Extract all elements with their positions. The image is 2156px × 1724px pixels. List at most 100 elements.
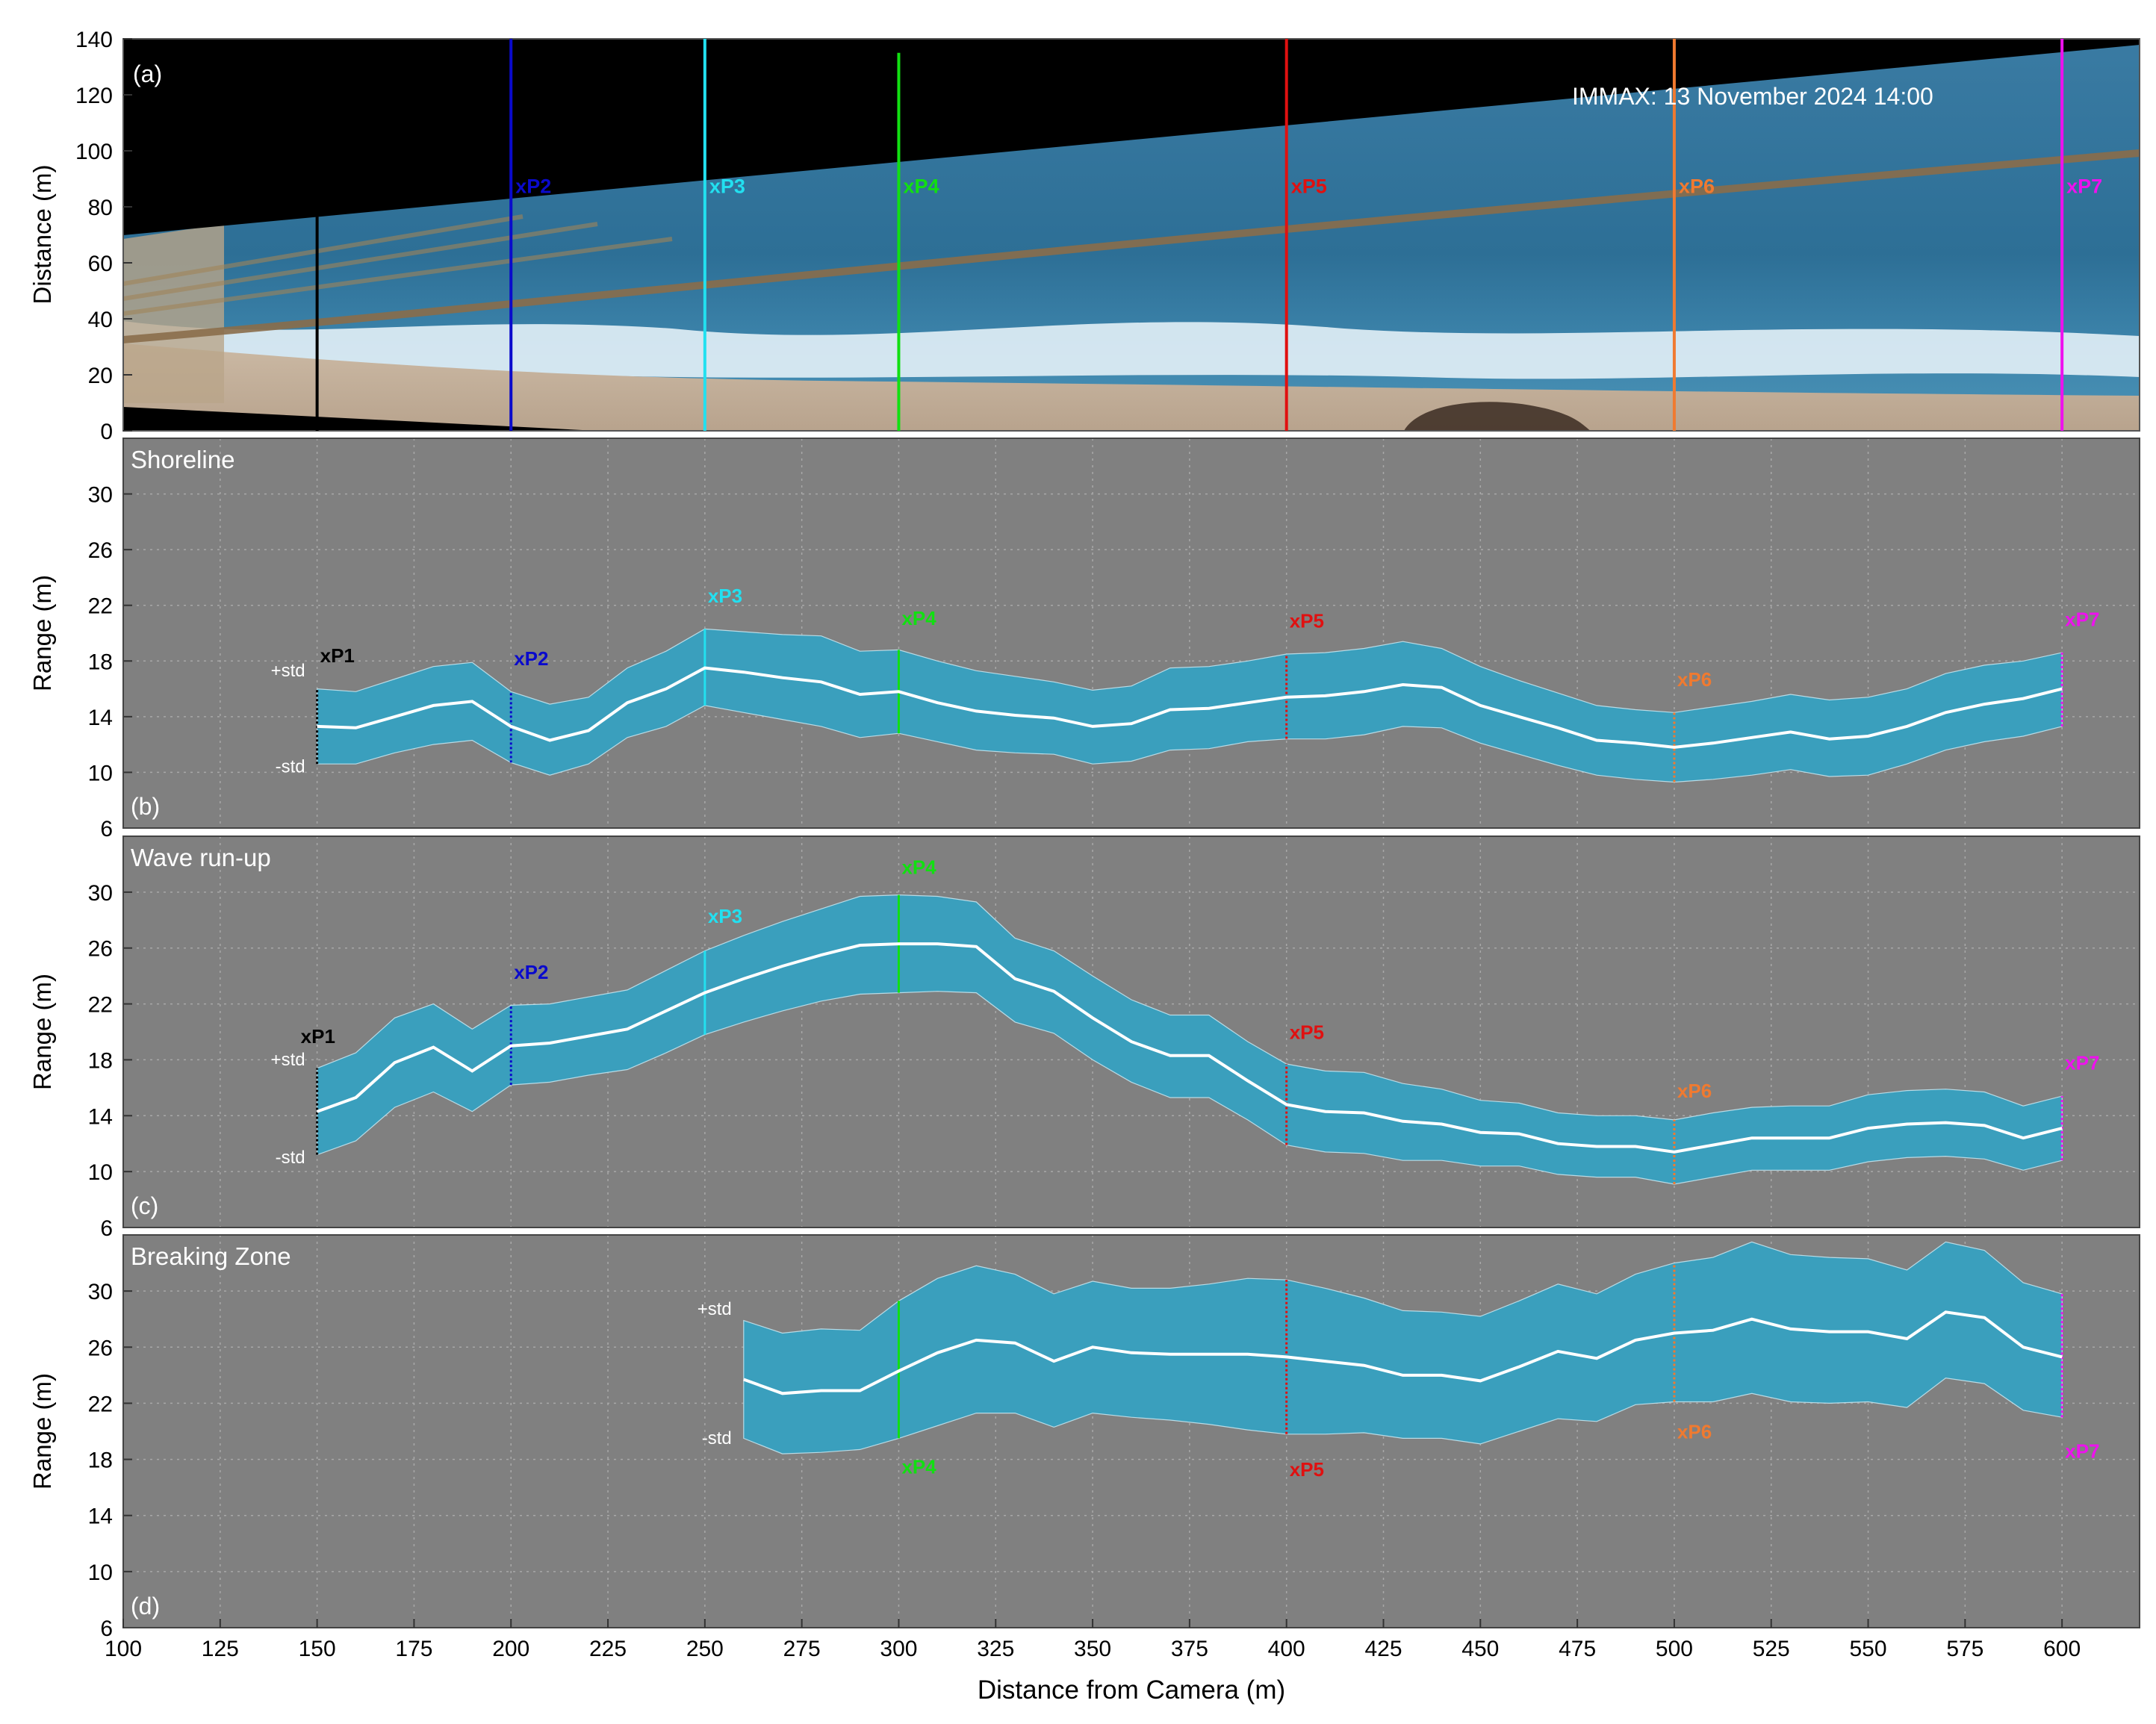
- y-tick-label: 30: [88, 881, 113, 906]
- y-tick-label: 14: [88, 706, 113, 730]
- x-axis-label: Distance from Camera (m): [978, 1675, 1285, 1705]
- panel-d: xP4 xP5 xP6 xP7 +std -std Breaking Zone (d) 6 10 1…: [28, 1234, 2140, 1641]
- profile-label-xp7: xP7: [2065, 1052, 2099, 1074]
- y-tick-label: 10: [88, 1560, 113, 1585]
- y-tick-label: 10: [88, 761, 113, 785]
- profile-label-xp7: xP7: [2065, 609, 2099, 631]
- profile-label-xp6: xP6: [1677, 1420, 1712, 1443]
- std-plus-label: +std: [271, 1050, 305, 1070]
- y-tick-label: 26: [88, 937, 113, 962]
- panel-title: Wave run-up: [131, 844, 271, 871]
- x-tick-label: 575: [1946, 1637, 1983, 1661]
- x-tick-label: 275: [783, 1637, 821, 1661]
- y-tick-label: 20: [88, 364, 113, 388]
- profile-label-xp3: xP3: [709, 175, 745, 197]
- profile-label-xp6: xP6: [1679, 175, 1715, 197]
- y-tick-label: 14: [88, 1104, 113, 1129]
- y-tick-label: 30: [88, 1280, 113, 1304]
- panel-tag: (c): [131, 1192, 158, 1219]
- x-tick-label: 600: [2043, 1637, 2081, 1661]
- y-tick-label: 18: [88, 650, 113, 674]
- no-data-mask-bottom: [123, 407, 597, 431]
- profile-label-xp4: xP4: [901, 607, 936, 629]
- panel-b: xP1 xP2 xP3 xP4 xP5 xP6 xP7 +std -std Shoreline (b…: [28, 438, 2140, 841]
- y-tick-label: 40: [88, 308, 113, 332]
- y-tick-label: 10: [88, 1160, 113, 1185]
- profile-label-xp2: xP2: [515, 175, 551, 197]
- x-tick-label: 325: [977, 1637, 1014, 1661]
- x-axis: 100 125 150 175 200 225 250 275 300 325 350 375 400 4…: [105, 1619, 2081, 1661]
- profile-label-xp5: xP5: [1290, 1021, 1324, 1043]
- x-tick-label: 250: [686, 1637, 724, 1661]
- x-tick-label: 400: [1268, 1637, 1305, 1661]
- profile-label-xp4: xP4: [901, 856, 936, 879]
- y-tick-label: 18: [88, 1448, 113, 1473]
- x-tick-label: 300: [880, 1637, 917, 1661]
- y-tick-label: 80: [88, 196, 113, 220]
- profile-label-xp5: xP5: [1291, 175, 1327, 197]
- profile-label-xp5: xP5: [1290, 1458, 1324, 1481]
- profile-label-xp4: xP4: [903, 175, 939, 197]
- y-tick-label: 6: [100, 1216, 113, 1241]
- panel-a: xP1 xP2 xP3 xP4 xP5 xP6 xP7 0 20 40 60 80 100 120 140…: [28, 28, 2140, 444]
- profile-label-xp6: xP6: [1677, 668, 1712, 691]
- panel-a-frame: [122, 38, 2140, 432]
- panel-a-ylabel: Distance (m): [28, 164, 56, 304]
- mean-line: [316, 942, 2063, 1154]
- y-axis-label: Range (m): [28, 1373, 56, 1490]
- y-tick-label: 30: [88, 483, 113, 508]
- y-tick-label: 120: [75, 84, 113, 108]
- profile-label-xp4: xP4: [901, 1455, 936, 1478]
- panel-frame: [122, 438, 2140, 829]
- x-tick-label: 475: [1559, 1637, 1596, 1661]
- profile-label-xp2: xP2: [514, 961, 548, 983]
- panel-title: Shoreline: [131, 446, 234, 473]
- x-tick-label: 200: [492, 1637, 529, 1661]
- y-tick-label: 60: [88, 252, 113, 276]
- std-minus-label: -std: [276, 1148, 305, 1168]
- mean-line: [317, 666, 2063, 749]
- x-tick-label: 550: [1850, 1637, 1887, 1661]
- profile-label-xp2: xP2: [514, 647, 548, 670]
- panel-tag: (d): [131, 1593, 160, 1619]
- y-tick-label: 22: [88, 594, 113, 619]
- std-plus-label: +std: [698, 1299, 732, 1319]
- panel-tag: (b): [131, 793, 160, 820]
- y-tick-label: 18: [88, 1048, 113, 1073]
- profile-label-xp7: xP7: [2066, 175, 2102, 197]
- mean-line: [743, 1310, 2063, 1395]
- profile-label-xp3: xP3: [708, 585, 742, 607]
- panel-frame: [122, 1234, 2140, 1628]
- panel-frame: [122, 835, 2140, 1228]
- data-panels: xP1 xP2 xP3 xP4 xP5 xP6 xP7 +std -std Shoreline (b…: [28, 438, 2140, 1641]
- panel-title: Breaking Zone: [131, 1242, 291, 1270]
- y-tick-label: 100: [75, 140, 113, 164]
- std-band: [317, 894, 2063, 1185]
- pier-structure-2: [123, 214, 673, 316]
- y-tick-label: 26: [88, 1336, 113, 1360]
- profile-label-xp7: xP7: [2065, 1440, 2099, 1463]
- x-tick-label: 100: [105, 1637, 142, 1661]
- std-minus-label: -std: [702, 1428, 732, 1448]
- x-tick-label: 375: [1171, 1637, 1208, 1661]
- panel-a-y-axis: 0 20 40 60 80 100 120 140: [75, 28, 132, 444]
- x-tick-label: 175: [395, 1637, 432, 1661]
- std-plus-label: +std: [271, 661, 305, 681]
- x-tick-label: 350: [1074, 1637, 1111, 1661]
- x-tick-label: 125: [202, 1637, 239, 1661]
- x-tick-label: 425: [1364, 1637, 1402, 1661]
- panel-a-profiles: xP1 xP2 xP3 xP4 xP5 xP6 xP7: [315, 39, 2102, 431]
- dark-sand-patch: [1404, 402, 1591, 431]
- x-tick-label: 450: [1461, 1637, 1499, 1661]
- panel-a-tag: (a): [133, 60, 162, 87]
- profile-label-xp1: xP1: [320, 644, 355, 667]
- panel-a-annotation: IMMAX: 13 November 2024 14:00: [1572, 83, 1933, 110]
- foam-band: [123, 321, 2140, 379]
- y-tick-label: 22: [88, 993, 113, 1018]
- panel-c: xP1 xP2 xP3 xP4 xP5 xP6 xP7 +std -std Wave run-up…: [28, 835, 2140, 1241]
- profile-label-xp1: xP1: [301, 1025, 335, 1048]
- x-tick-label: 150: [299, 1637, 336, 1661]
- profile-label-xp1: xP1: [322, 175, 358, 197]
- y-axis-label: Range (m): [28, 974, 56, 1090]
